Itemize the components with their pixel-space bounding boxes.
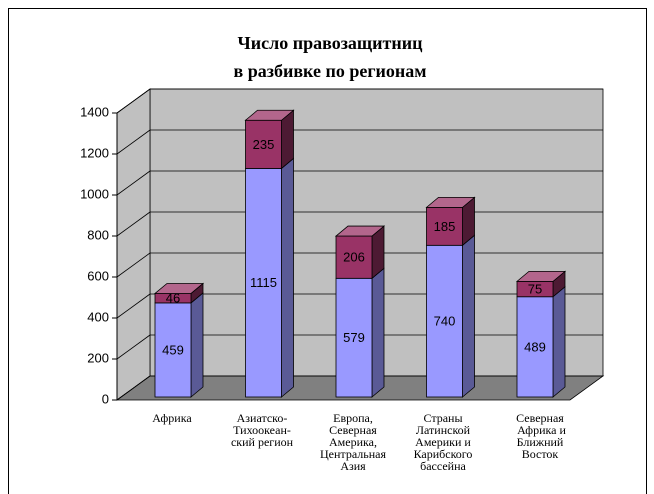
grid-line (116, 334, 151, 360)
value-label: 235 (253, 137, 275, 152)
bar (335, 277, 373, 398)
x-tick-label-line: бассейна (420, 459, 466, 473)
x-tick-label-line: Америка, (329, 435, 377, 449)
x-tick-label-line: Азия (340, 459, 366, 473)
x-tick-label-line: Африка и (514, 423, 566, 437)
x-tick-label-line: Страны (423, 411, 462, 425)
grid-line (116, 375, 151, 401)
bar-side (371, 267, 385, 398)
x-tick-label: Азиатско-Тихоокеан-ский регион (231, 411, 294, 449)
bar-side (281, 157, 294, 398)
grid-line (116, 252, 151, 278)
x-tick-label: Африка (152, 411, 192, 425)
x-tick-label-line: Центральная (320, 447, 386, 461)
value-label: 1115 (250, 275, 277, 290)
bar (245, 168, 282, 398)
x-tick-label: Страны Латинской Америки и Карибского бассей… (414, 411, 473, 473)
value-label: 489 (524, 339, 546, 354)
x-tick-label-line: Латинской (416, 423, 471, 437)
bar-side (190, 292, 204, 398)
x-tick-label-line: Африка (152, 411, 192, 425)
y-tick-label: 200 (87, 350, 109, 365)
bar (426, 244, 463, 398)
grid-line (116, 293, 151, 319)
y-tick-label: 800 (87, 227, 109, 242)
grid-line (116, 170, 151, 196)
bar-top (515, 270, 567, 282)
bar-side (552, 285, 566, 398)
x-tick-label-line: Азиатско- (237, 411, 288, 425)
bar-top (334, 225, 386, 237)
value-label: 75 (528, 282, 542, 297)
bar (245, 119, 282, 169)
x-tick-label-line: Карибского (414, 447, 473, 461)
x-tick-label-line: Америки и (415, 435, 471, 449)
bar-top (244, 109, 295, 121)
x-tick-label-line: Тихоокеан- (233, 423, 291, 437)
x-tick-label: Европа, Северная Америка, Центральная Азия (320, 411, 386, 473)
grid-line (116, 88, 151, 114)
x-tick-label-line: Северная (516, 411, 564, 425)
bar (335, 235, 373, 279)
value-label: 579 (343, 330, 365, 345)
bar-top (425, 196, 476, 208)
bar (154, 302, 192, 398)
x-tick-label-line: Европа, (333, 411, 373, 425)
bar (426, 206, 463, 246)
y-tick-label: 600 (87, 268, 109, 283)
x-tick-label: Северная Африка и Ближний Восток (514, 411, 566, 461)
x-tick-label-line: Восток (522, 447, 559, 461)
bar-side (462, 234, 475, 398)
value-label: 46 (166, 291, 180, 306)
y-tick-label: 1200 (80, 145, 109, 160)
value-label: 206 (343, 250, 365, 265)
y-tick-label: 1000 (80, 186, 109, 201)
bar-top (153, 283, 205, 294)
value-label: 459 (162, 342, 184, 357)
chart-title: Число правозащитниц (238, 33, 424, 53)
grid-line (116, 129, 151, 155)
value-label: 740 (434, 314, 456, 329)
side-wall (116, 88, 151, 401)
y-tick-label: 1400 (80, 104, 109, 119)
y-tick-label: 0 (102, 391, 109, 406)
x-tick-label-line: Ближний (517, 435, 564, 449)
grid-line (116, 211, 151, 237)
y-tick-label: 400 (87, 309, 109, 324)
value-label: 185 (434, 219, 456, 234)
chart-title: в разбивке по регионам (233, 61, 426, 81)
x-tick-label-line: ский регион (231, 435, 294, 449)
x-tick-label-line: Северная (329, 423, 377, 437)
